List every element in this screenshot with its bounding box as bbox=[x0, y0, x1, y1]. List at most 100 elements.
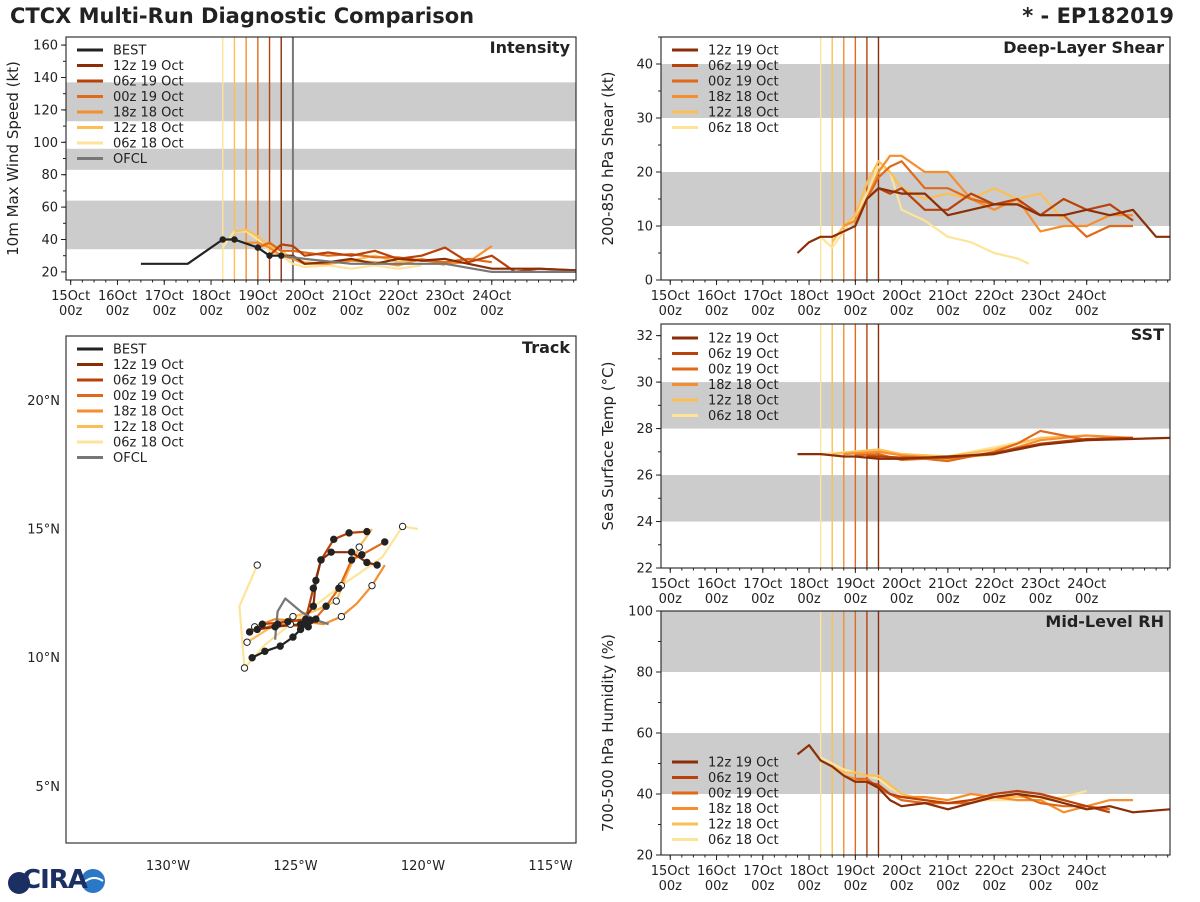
x-tick-label: 21Oct bbox=[928, 289, 967, 304]
cira-logo-icon bbox=[8, 869, 105, 894]
x-tick-label: 20Oct bbox=[882, 577, 921, 592]
track-point bbox=[373, 561, 381, 569]
legend-label: 12z 19 Oct bbox=[113, 59, 184, 74]
x-tick-label: 00z bbox=[797, 592, 821, 607]
legend-label: 12z 19 Oct bbox=[708, 756, 779, 771]
series-line bbox=[234, 228, 446, 267]
x-tick-label: 21Oct bbox=[928, 577, 967, 592]
shaded-band bbox=[661, 382, 1170, 429]
track-point bbox=[337, 612, 346, 621]
plot-area bbox=[66, 37, 576, 280]
panel-mid-level-rh: 2040608010015Oct00z16Oct00z17Oct00z18Oct… bbox=[599, 605, 1171, 894]
x-tick-label: 00z bbox=[659, 304, 683, 319]
x-tick-label: 130°W bbox=[146, 859, 190, 874]
x-tick-label: 15Oct bbox=[51, 289, 90, 304]
x-tick-label: 24Oct bbox=[472, 289, 511, 304]
legend-label: 06z 19 Oct bbox=[113, 75, 184, 90]
x-tick-label: 00z bbox=[751, 879, 775, 894]
y-tick-label: 80 bbox=[41, 168, 58, 183]
track-point bbox=[368, 581, 376, 590]
track-point bbox=[322, 602, 330, 610]
legend-label: 12z 18 Oct bbox=[113, 420, 184, 435]
y-tick-label: 20 bbox=[636, 849, 653, 864]
legend-label: 00z 19 Oct bbox=[113, 389, 184, 404]
x-tick-label: 00z bbox=[659, 592, 683, 607]
x-tick-label: 00z bbox=[293, 304, 317, 319]
track-point bbox=[253, 625, 261, 634]
series-line bbox=[281, 254, 576, 272]
x-tick-label: 00z bbox=[705, 879, 729, 894]
legend-label: 18z 18 Oct bbox=[708, 90, 779, 105]
y-tick-label: 22 bbox=[636, 562, 653, 577]
y-tick-label: 80 bbox=[636, 666, 653, 681]
plot-area bbox=[661, 324, 1170, 568]
series-point bbox=[278, 252, 285, 259]
y-tick-label: 40 bbox=[636, 58, 653, 73]
x-tick-label: 21Oct bbox=[928, 864, 967, 879]
x-tick-label: 21Oct bbox=[332, 289, 371, 304]
legend-label: 06z 18 Oct bbox=[113, 137, 184, 152]
series-line bbox=[796, 744, 1170, 814]
x-tick-label: 00z bbox=[705, 592, 729, 607]
x-tick-label: 17Oct bbox=[145, 289, 184, 304]
track-point bbox=[289, 633, 297, 641]
legend-label: 00z 19 Oct bbox=[113, 90, 184, 105]
series-line bbox=[281, 254, 576, 273]
x-tick-label: 00z bbox=[480, 304, 504, 319]
x-tick-label: 00z bbox=[751, 592, 775, 607]
track-point bbox=[312, 615, 320, 623]
x-tick-label: 18Oct bbox=[790, 577, 829, 592]
track-point bbox=[358, 551, 366, 559]
legend-label: 18z 18 Oct bbox=[113, 106, 184, 121]
y-tick-label: 32 bbox=[636, 329, 653, 344]
x-tick-label: 20Oct bbox=[882, 864, 921, 879]
series-line bbox=[797, 436, 1170, 460]
x-tick-label: 00z bbox=[936, 592, 960, 607]
series-line bbox=[866, 187, 1134, 222]
track-point bbox=[289, 612, 297, 621]
track-point bbox=[261, 647, 269, 655]
plot-area bbox=[661, 611, 1170, 855]
x-tick-label: 125°W bbox=[273, 859, 317, 874]
track-point bbox=[243, 638, 251, 646]
legend-label: BEST bbox=[113, 44, 146, 59]
legend-label: 06z 18 Oct bbox=[708, 409, 779, 424]
panel-title: Deep-Layer Shear bbox=[1003, 38, 1164, 57]
x-tick-label: 22Oct bbox=[975, 577, 1014, 592]
x-tick-label: 24Oct bbox=[1067, 864, 1106, 879]
y-tick-label: 100 bbox=[33, 136, 58, 151]
x-tick-label: 00z bbox=[59, 304, 83, 319]
track-point bbox=[345, 529, 353, 537]
legend-label: 06z 19 Oct bbox=[113, 374, 184, 389]
y-tick-label: 40 bbox=[41, 233, 58, 248]
track-point bbox=[258, 620, 267, 628]
shaded-band bbox=[661, 172, 1170, 226]
y-tick-label: 15°N bbox=[27, 523, 60, 538]
shaded-band bbox=[661, 733, 1170, 794]
figure-title: CTCX Multi-Run Diagnostic Comparison bbox=[10, 4, 475, 28]
track-line bbox=[274, 597, 329, 640]
x-tick-label: 17Oct bbox=[743, 864, 782, 879]
x-tick-label: 00z bbox=[1075, 879, 1099, 894]
x-tick-label: 22Oct bbox=[975, 289, 1014, 304]
track-line bbox=[238, 525, 419, 670]
x-tick-label: 00z bbox=[890, 879, 914, 894]
x-tick-label: 15Oct bbox=[651, 289, 690, 304]
y-tick-label: 24 bbox=[636, 515, 653, 530]
legend-label: 12z 19 Oct bbox=[708, 44, 779, 59]
track-point bbox=[363, 527, 371, 536]
track-point bbox=[271, 623, 279, 631]
x-tick-label: 00z bbox=[1075, 592, 1099, 607]
legend-label: 06z 18 Oct bbox=[708, 121, 779, 136]
legend-label: 12z 18 Oct bbox=[708, 106, 779, 121]
x-tick-label: 00z bbox=[936, 304, 960, 319]
series-line bbox=[796, 187, 1170, 254]
x-tick-label: 00z bbox=[340, 304, 364, 319]
x-tick-label: 115°W bbox=[528, 859, 572, 874]
y-tick-label: 5°N bbox=[36, 780, 61, 795]
x-tick-label: 16Oct bbox=[697, 864, 736, 879]
legend-label: BEST bbox=[113, 343, 146, 358]
x-tick-label: 00z bbox=[705, 304, 729, 319]
y-tick-label: 20 bbox=[41, 265, 58, 280]
y-tick-label: 10 bbox=[636, 220, 653, 235]
